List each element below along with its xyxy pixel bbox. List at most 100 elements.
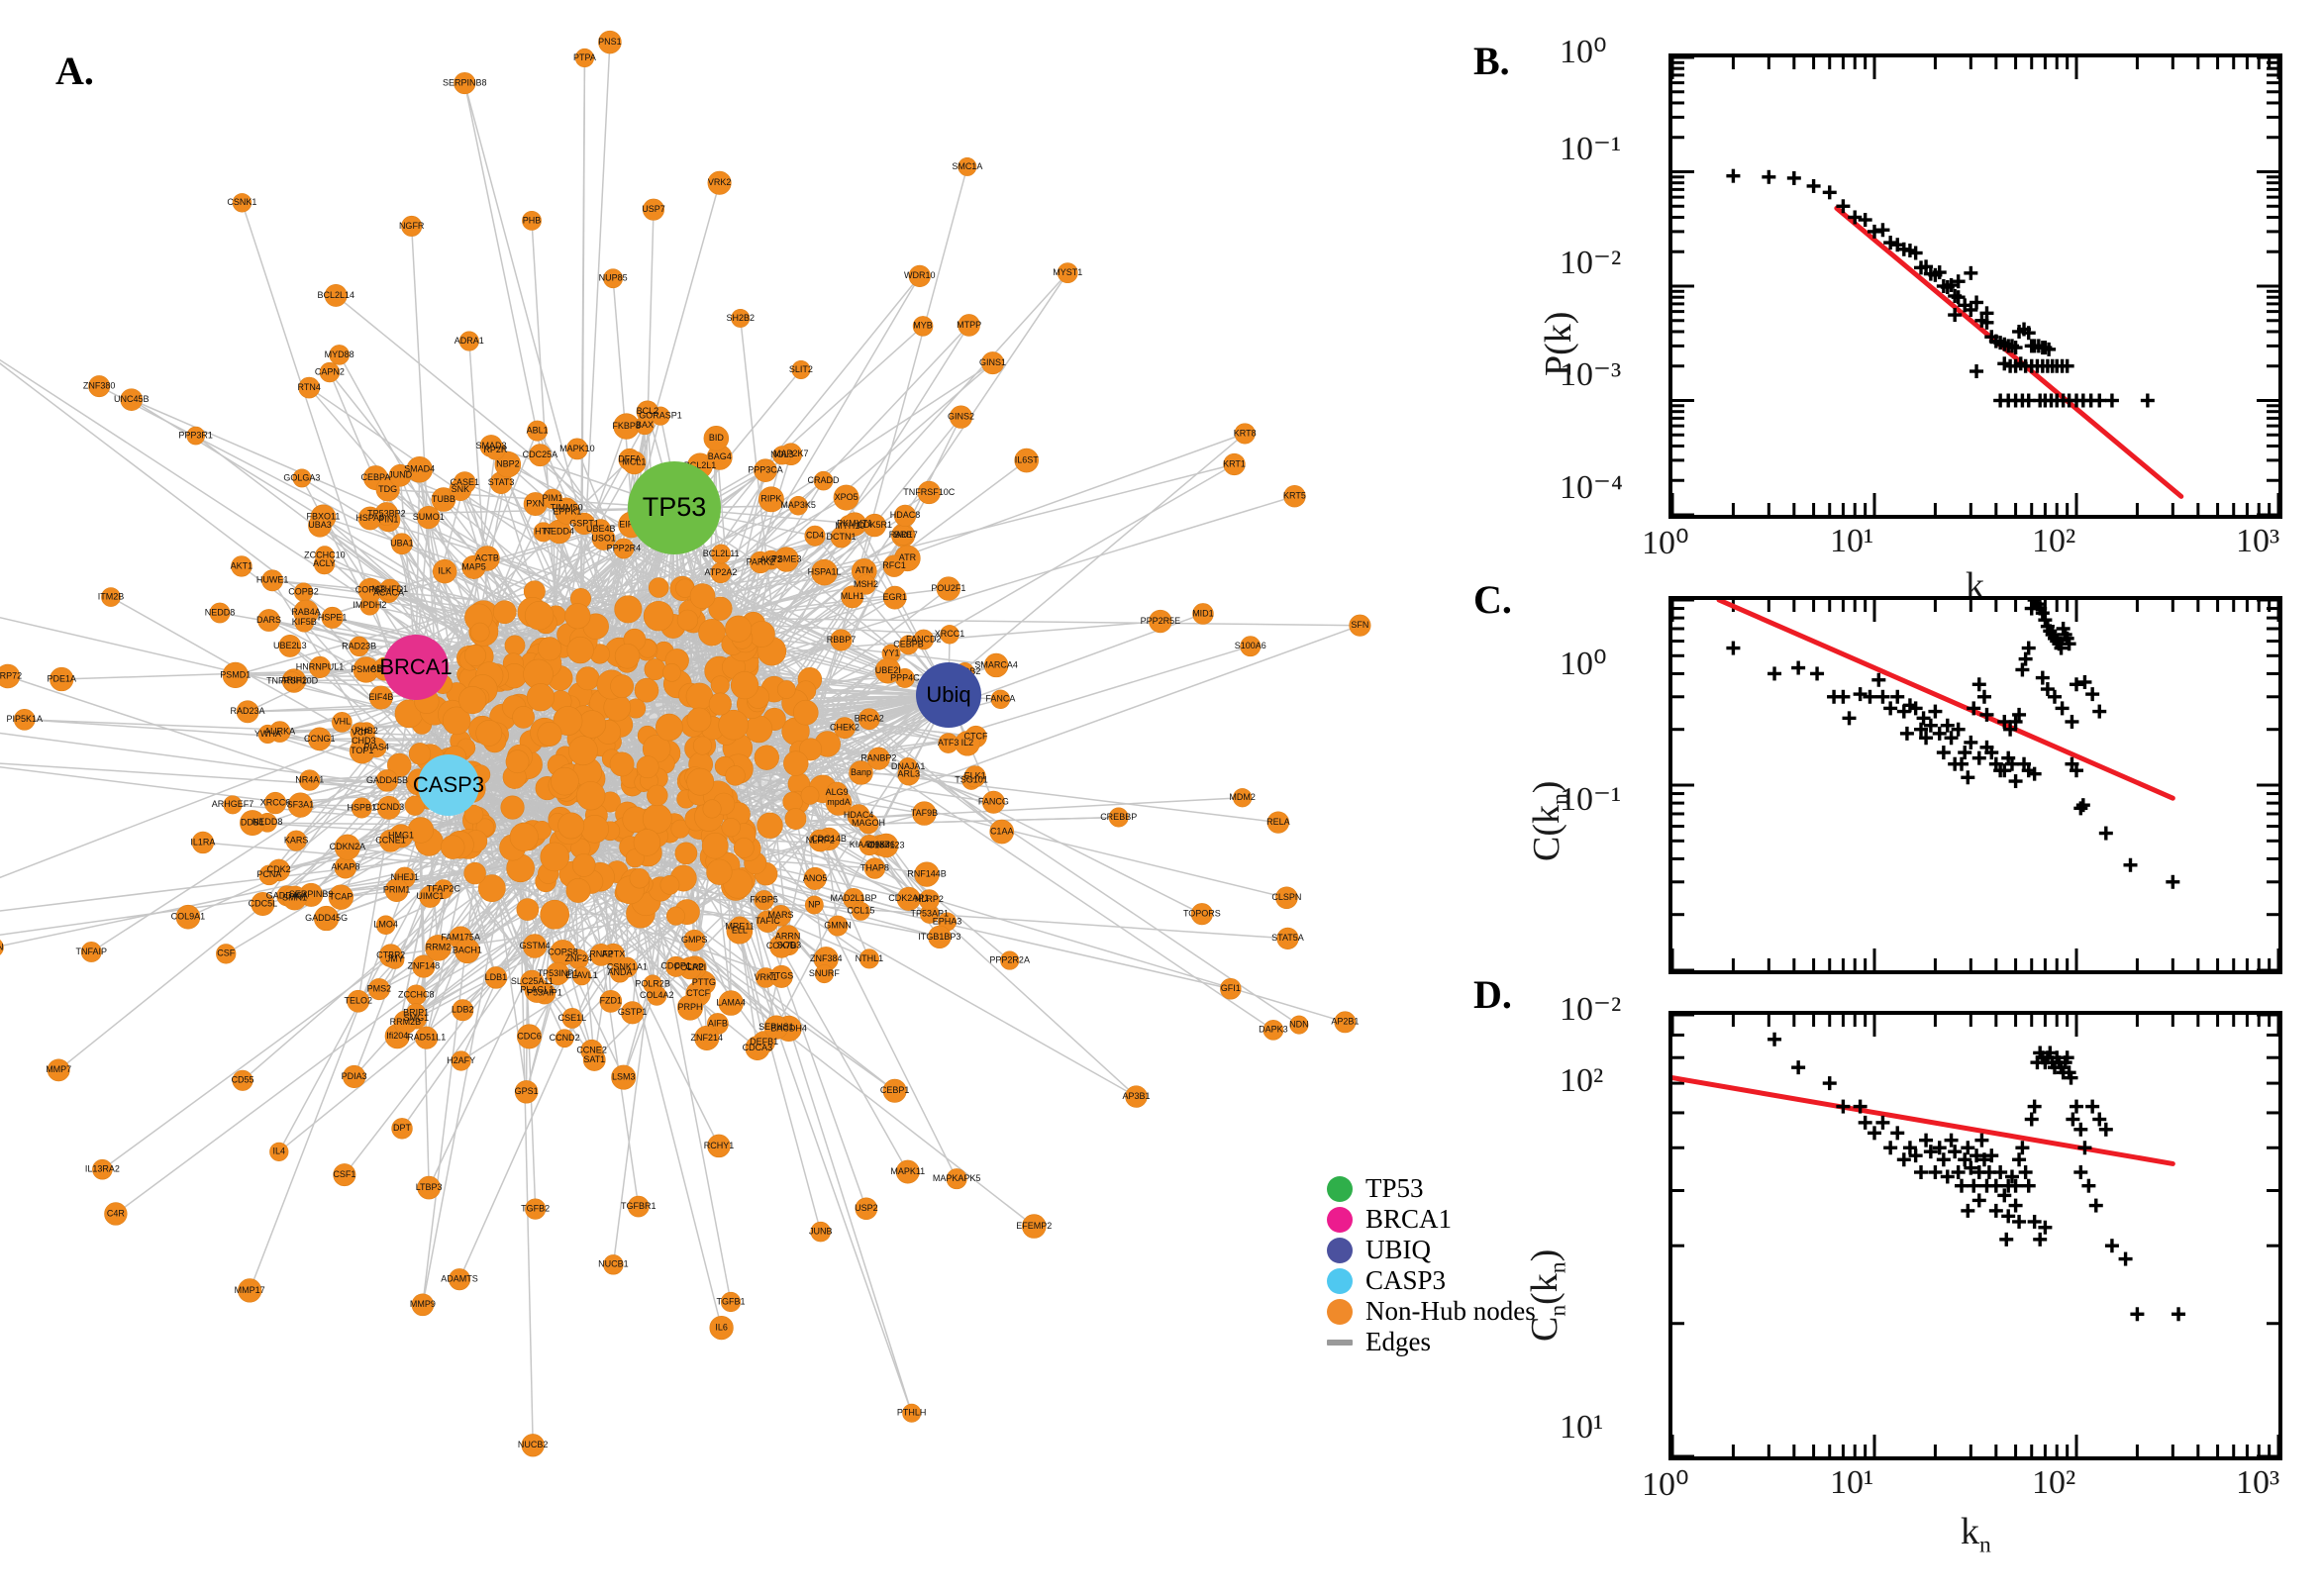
svg-text:APTX: APTX (602, 949, 626, 959)
svg-text:TP53BP2: TP53BP2 (367, 508, 406, 518)
svg-text:KIAA0087: KIAA0087 (850, 840, 890, 849)
svg-text:PIM1: PIM1 (542, 493, 562, 503)
svg-text:HSPB1: HSPB1 (348, 802, 377, 812)
svg-text:ZCCHC8: ZCCHC8 (398, 989, 435, 999)
svg-text:DARS: DARS (256, 615, 281, 625)
svg-text:POLR2I: POLR2I (674, 962, 706, 972)
svg-text:RANBP2: RANBP2 (860, 753, 896, 763)
svg-text:Ifi204: Ifi204 (386, 1031, 408, 1041)
svg-text:mpdA: mpdA (827, 797, 851, 807)
svg-text:RELA: RELA (1266, 817, 1290, 827)
svg-text:MTHFD1: MTHFD1 (372, 584, 409, 594)
svg-text:DFFA: DFFA (618, 454, 641, 464)
svg-text:IL4: IL4 (273, 1147, 286, 1156)
svg-text:ELK1: ELK1 (964, 771, 986, 781)
svg-text:BID: BID (709, 433, 725, 443)
svg-text:ZNF24: ZNF24 (564, 953, 592, 963)
svg-text:AKT2: AKT2 (759, 554, 782, 564)
plot-d-frame[interactable] (1668, 1011, 2282, 1460)
svg-text:VRK1: VRK1 (754, 972, 777, 982)
svg-text:ATF3: ATF3 (938, 738, 959, 748)
hub-label-tp53: TP53 (643, 492, 707, 522)
svg-text:NOL3: NOL3 (770, 449, 794, 459)
svg-text:COL9A1: COL9A1 (171, 912, 206, 922)
svg-text:EPHA3: EPHA3 (933, 916, 962, 926)
svg-text:ANDA: ANDA (607, 967, 632, 977)
legend-swatch-nonhub (1327, 1298, 1353, 1325)
svg-text:CDK2AP1: CDK2AP1 (888, 893, 929, 903)
svg-text:YWHA: YWHA (254, 729, 281, 739)
svg-text:COPB2: COPB2 (288, 586, 319, 596)
svg-text:BRCA2: BRCA2 (855, 714, 884, 724)
svg-text:C1orf123: C1orf123 (868, 840, 905, 849)
svg-text:BRE: BRE (894, 530, 913, 540)
legend-item-ubiq: UBIQ (1327, 1235, 1536, 1265)
svg-text:ATM: ATM (856, 565, 873, 575)
svg-text:GSPT1: GSPT1 (569, 518, 599, 528)
svg-text:TFAP2C: TFAP2C (427, 884, 461, 894)
svg-text:VCP: VCP (352, 727, 370, 737)
plot-c-frame[interactable] (1668, 596, 2282, 974)
svg-text:MMP17: MMP17 (235, 1285, 265, 1295)
svg-text:JMY: JMY (386, 954, 404, 964)
svg-text:SNK: SNK (452, 484, 470, 494)
plot-b-xtick-1e0: 10⁰ (1642, 525, 1689, 561)
svg-text:DAPK3: DAPK3 (1259, 1025, 1288, 1035)
svg-text:PRIM1: PRIM1 (383, 885, 411, 895)
svg-text:ARHGEF7: ARHGEF7 (212, 799, 254, 809)
svg-text:SMAD4: SMAD4 (404, 464, 435, 474)
svg-text:H2AFY: H2AFY (447, 1055, 475, 1065)
plot-c-ytick-1e0: 10⁰ (1560, 646, 1607, 682)
svg-text:LTBP3: LTBP3 (416, 1182, 443, 1192)
plot-b-ytick-1e-1: 10⁻¹ (1560, 131, 1622, 167)
legend-label-casp3: CASP3 (1365, 1265, 1447, 1295)
svg-text:LMO4: LMO4 (373, 920, 398, 930)
svg-text:MMP9: MMP9 (410, 1299, 436, 1309)
svg-text:TNFRSF10D: TNFRSF10D (266, 675, 319, 685)
svg-text:MAP5: MAP5 (461, 561, 486, 571)
hub-node-brca1[interactable]: BRCA1 (379, 635, 453, 700)
svg-text:IMPDH2: IMPDH2 (353, 600, 386, 610)
svg-text:S100A6: S100A6 (1235, 641, 1266, 650)
svg-text:GOLGA3: GOLGA3 (283, 472, 320, 482)
svg-text:ITGB1BP3: ITGB1BP3 (918, 932, 960, 942)
svg-text:DPT: DPT (393, 1123, 412, 1133)
plot-b-frame[interactable] (1668, 53, 2282, 519)
svg-text:KRT5: KRT5 (1283, 491, 1306, 501)
svg-text:RP2R: RP2R (483, 445, 508, 454)
plot-d-canvas (1672, 1015, 2278, 1456)
svg-text:CTCF: CTCF (964, 731, 988, 741)
svg-text:CAP: CAP (685, 962, 704, 972)
plot-c-canvas (1672, 600, 2278, 970)
panel-b-degree-distribution: B. 10⁰ 10⁻¹ 10⁻² 10⁻³ 10⁻⁴ 10⁰ 10¹ 10² 1… (1465, 20, 2317, 607)
svg-text:AKAP8: AKAP8 (331, 862, 359, 872)
svg-text:LDB1: LDB1 (485, 972, 508, 982)
svg-text:DHX36: DHX36 (866, 840, 895, 849)
svg-text:KARS: KARS (284, 835, 309, 845)
svg-text:GINS1: GINS1 (979, 357, 1006, 367)
svg-text:IL13RA2: IL13RA2 (85, 1164, 120, 1174)
svg-text:MAGOH: MAGOH (852, 818, 885, 828)
plot-d-xtick-1e2: 10² (2032, 1464, 2076, 1501)
plot-d-xtick-1e0: 10⁰ (1642, 1466, 1689, 1503)
svg-text:EIF4B: EIF4B (368, 692, 393, 702)
svg-text:CTBP2: CTBP2 (376, 950, 405, 960)
hub-node-ubiq[interactable]: Ubiq (916, 662, 981, 728)
svg-text:CEBPA: CEBPA (361, 472, 391, 482)
svg-text:RAD17: RAD17 (889, 530, 918, 540)
svg-text:NTHL1: NTHL1 (856, 953, 884, 963)
svg-text:EGR1: EGR1 (882, 592, 907, 602)
svg-text:ARRN: ARRN (775, 932, 801, 942)
svg-text:ARL3: ARL3 (897, 769, 920, 779)
plot-b-xtick-1e2: 10² (2032, 523, 2076, 559)
svg-text:LSM3: LSM3 (612, 1072, 636, 1082)
svg-text:SUMO1: SUMO1 (413, 512, 445, 522)
svg-text:KIF5B: KIF5B (292, 617, 317, 627)
svg-text:GADD45B: GADD45B (366, 775, 408, 785)
hub-node-casp3[interactable]: CASP3 (413, 754, 484, 816)
svg-text:PHB: PHB (523, 215, 542, 225)
svg-text:TAF9B: TAF9B (911, 808, 938, 818)
hub-node-tp53[interactable]: TP53 (628, 461, 721, 554)
svg-text:DNAJA1: DNAJA1 (891, 761, 926, 771)
